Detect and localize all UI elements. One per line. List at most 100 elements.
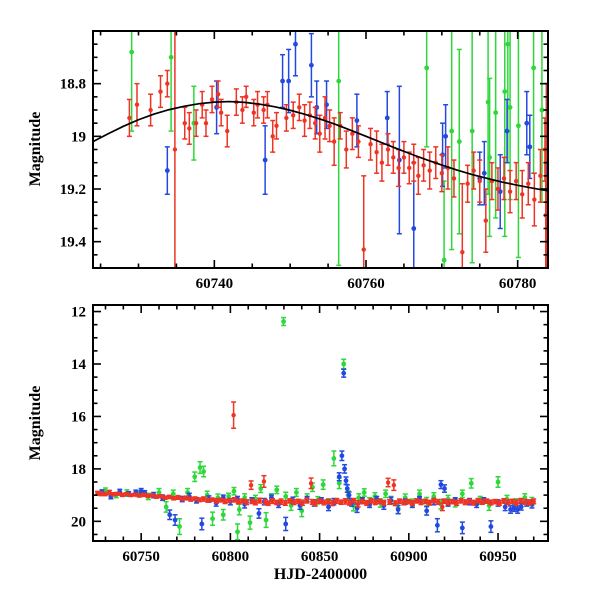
data-point: [137, 493, 142, 498]
data-point: [495, 186, 501, 192]
data-point: [170, 491, 176, 497]
y-tick-label: 19: [71, 129, 86, 145]
data-point: [487, 155, 493, 160]
data-point: [257, 498, 262, 503]
data-point: [326, 504, 331, 510]
data-point: [163, 504, 169, 510]
data-point: [351, 498, 357, 503]
data-point: [240, 107, 245, 113]
zoom-panel: 60740 60760 60780 18.8 19 19.2 19.4: [60, 30, 549, 292]
y-tick-label: 19.2: [60, 182, 86, 198]
data-point: [505, 499, 511, 505]
data-point: [171, 496, 176, 501]
data-point: [538, 173, 543, 179]
data-point: [317, 131, 322, 136]
data-point: [396, 157, 402, 163]
data-point: [270, 134, 275, 139]
data-point: [251, 110, 256, 115]
data-point: [336, 480, 342, 486]
data-point: [458, 498, 464, 504]
data-point: [236, 499, 241, 504]
data-point: [510, 499, 515, 504]
data-point: [501, 498, 506, 504]
data-point: [327, 123, 332, 128]
data-point: [205, 498, 211, 503]
data-point: [244, 499, 250, 505]
data-point: [361, 247, 366, 252]
data-point: [263, 517, 269, 523]
y-tick-label: 14: [71, 357, 87, 373]
data-point: [124, 491, 129, 497]
data-point: [527, 144, 533, 150]
data-point: [236, 507, 242, 512]
top-panel-y-axis-title: Magnitude: [27, 111, 44, 187]
data-point: [443, 133, 449, 139]
x-tick-label: 60780: [499, 276, 537, 292]
y-tick-label: 18: [71, 462, 86, 478]
data-point: [526, 181, 531, 186]
data-point: [381, 500, 387, 505]
data-point: [284, 115, 289, 121]
data-point: [347, 500, 352, 505]
data-point: [175, 495, 181, 500]
data-point: [231, 412, 236, 418]
y-tick-label: 16: [71, 409, 87, 425]
data-point: [431, 494, 437, 499]
data-point: [501, 176, 507, 181]
data-point: [339, 453, 345, 459]
data-point: [293, 41, 298, 47]
data-point: [424, 65, 430, 71]
data-point: [492, 499, 498, 504]
data-point: [342, 466, 347, 472]
data-point: [188, 497, 193, 502]
data-point: [401, 500, 407, 505]
data-point: [532, 197, 537, 202]
data-point: [417, 491, 422, 497]
data-point: [192, 496, 198, 501]
data-point: [411, 226, 417, 231]
data-point: [355, 501, 361, 506]
data-point: [128, 492, 134, 498]
model-curve: [93, 100, 548, 192]
data-point: [395, 507, 401, 512]
data-point: [115, 491, 121, 496]
data-point: [309, 62, 314, 68]
data-point: [393, 501, 398, 506]
data-point: [421, 163, 426, 168]
data-point: [374, 149, 379, 155]
data-point: [460, 250, 465, 255]
data-point: [203, 120, 209, 126]
data-point: [172, 147, 178, 152]
x-axis-title: HJD-2400000: [273, 566, 368, 583]
data-point: [274, 487, 280, 493]
data-point: [162, 495, 168, 500]
data-point: [407, 165, 412, 171]
data-point: [505, 41, 511, 47]
data-point: [475, 498, 481, 503]
y-tick-label: 12: [71, 305, 86, 321]
data-point: [364, 500, 369, 506]
data-point: [368, 498, 374, 504]
data-point: [148, 107, 153, 113]
data-point: [180, 496, 185, 501]
data-point: [164, 168, 170, 173]
data-point: [120, 492, 125, 498]
data-point: [283, 521, 289, 527]
data-point: [243, 94, 249, 100]
data-point: [488, 500, 494, 505]
data-point: [300, 500, 305, 505]
data-point: [469, 128, 475, 134]
data-point: [507, 189, 513, 194]
data-point: [235, 529, 240, 535]
data-point: [350, 131, 355, 136]
data-point: [495, 479, 501, 485]
data-point: [481, 170, 487, 176]
data-point: [220, 512, 226, 518]
data-point: [167, 494, 172, 500]
data-point: [418, 499, 424, 505]
data-point: [385, 480, 391, 485]
data-point: [177, 524, 182, 529]
data-point: [385, 147, 391, 152]
